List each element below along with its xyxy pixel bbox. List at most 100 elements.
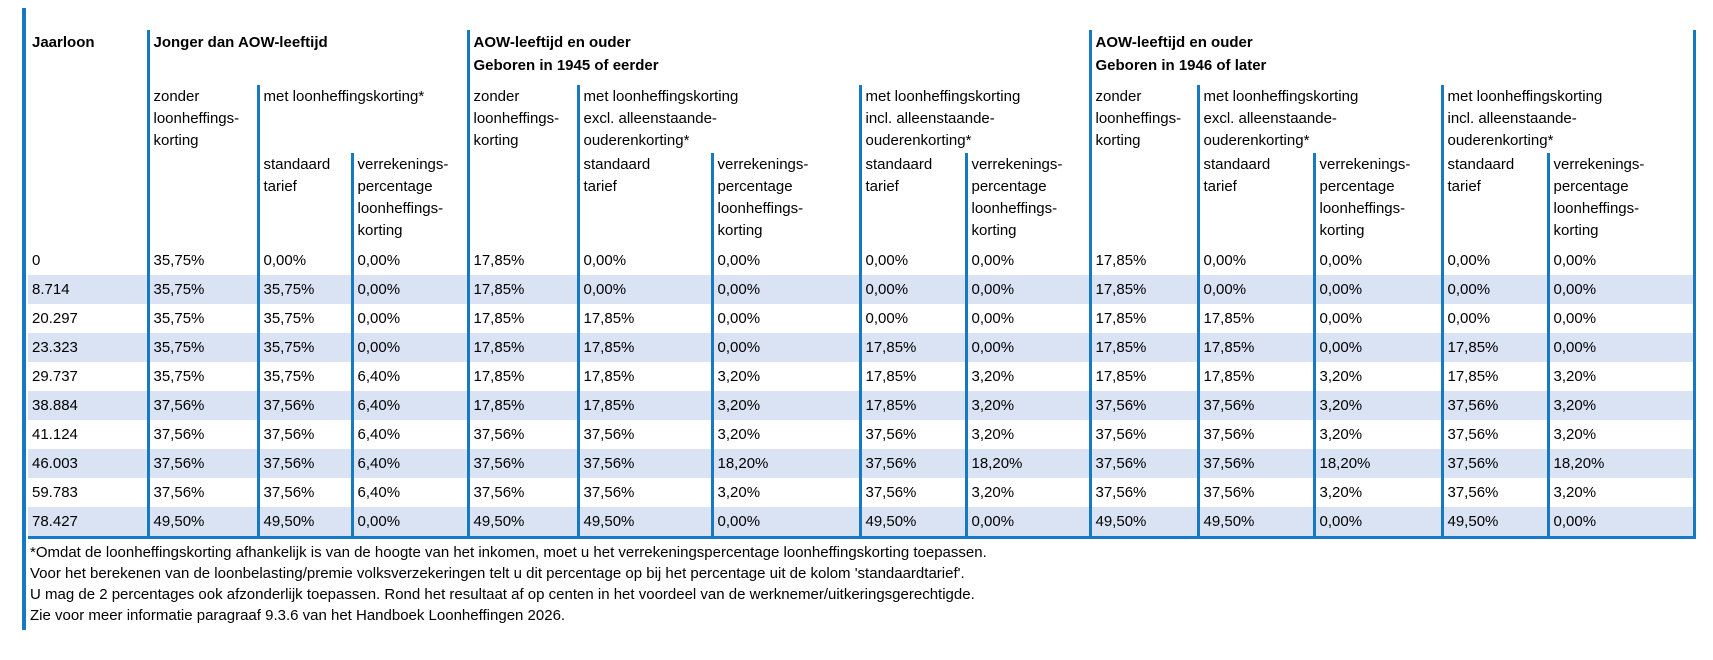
value-cell: 0,00% [858, 304, 966, 333]
value-cell: 17,85% [576, 391, 712, 420]
value-cell: 17,85% [576, 304, 712, 333]
value-cell: 37,56% [146, 478, 258, 507]
value-cell: 17,85% [576, 362, 712, 391]
value-cell: 35,75% [146, 362, 258, 391]
value-cell: 0,00% [576, 246, 712, 275]
value-cell: 0,00% [1546, 246, 1696, 275]
value-cell: 3,20% [1312, 478, 1442, 507]
value-cell: 0,00% [350, 304, 468, 333]
value-cell: 6,40% [350, 478, 468, 507]
value-cell: 17,85% [466, 333, 578, 362]
value-cell: 17,85% [466, 391, 578, 420]
value-cell: 35,75% [146, 246, 258, 275]
value-cell: 0,00% [350, 246, 468, 275]
value-cell: 0,00% [1546, 304, 1696, 333]
value-cell: 0,00% [710, 304, 860, 333]
value-cell: 0,00% [256, 246, 352, 275]
value-cell: 35,75% [146, 304, 258, 333]
met-incl-header: met loonheffingskorting incl. alleenstaa… [1440, 85, 1696, 153]
met-incl-header: met loonheffingskorting incl. alleenstaa… [858, 85, 1090, 153]
zonder-header: zonder loonheffings- korting [146, 85, 258, 153]
value-cell: 0,00% [858, 246, 966, 275]
value-cell: 0,00% [1312, 304, 1442, 333]
value-cell: 0,00% [710, 333, 860, 362]
group-header-1945: AOW-leeftijd en ouder Geboren in 1945 of… [466, 30, 1090, 85]
value-cell: 37,56% [1088, 391, 1198, 420]
empty-cell [466, 153, 578, 246]
value-cell: 18,20% [1546, 449, 1696, 478]
table-row: 41.124 37,56% 37,56% 6,40% 37,56% 37,56% 3,20%… [28, 420, 1696, 449]
standaard-header: standaard tarief [858, 153, 966, 246]
value-cell: 37,56% [146, 420, 258, 449]
value-cell: 35,75% [256, 275, 352, 304]
jaarloon-cell: 20.297 [32, 310, 78, 327]
value-cell: 37,56% [1196, 478, 1314, 507]
verrekening-header: verrekenings- percentage loonheffings- k… [710, 153, 860, 246]
value-cell: 0,00% [1440, 246, 1548, 275]
value-cell: 0,00% [964, 333, 1090, 362]
value-cell: 0,00% [964, 246, 1090, 275]
value-cell: 49,50% [858, 507, 966, 539]
value-cell: 17,85% [1440, 333, 1548, 362]
value-cell: 49,50% [146, 507, 258, 539]
value-cell: 0,00% [1546, 507, 1696, 539]
value-cell: 49,50% [1196, 507, 1314, 539]
value-cell: 17,85% [466, 246, 578, 275]
met-excl-header: met loonheffingskorting excl. alleenstaa… [576, 85, 860, 153]
group-header-1946: AOW-leeftijd en ouder Geboren in 1946 of… [1088, 30, 1696, 85]
jaarloon-header: Jaarloon [32, 34, 95, 51]
value-cell: 37,56% [466, 449, 578, 478]
empty-cell [146, 153, 258, 246]
met-excl-header: met loonheffingskorting excl. alleenstaa… [1196, 85, 1442, 153]
value-cell: 17,85% [1196, 362, 1314, 391]
value-cell: 37,56% [256, 391, 352, 420]
subheader-row-2: standaard tarief verrekenings- percentag… [28, 153, 1696, 246]
value-cell: 6,40% [350, 391, 468, 420]
value-cell: 37,56% [858, 478, 966, 507]
value-cell: 3,20% [1546, 478, 1696, 507]
value-cell: 17,85% [466, 275, 578, 304]
table-row: 38.884 37,56% 37,56% 6,40% 17,85% 17,85% 3,20%… [28, 391, 1696, 420]
zonder-header: zonder loonheffings- korting [466, 85, 578, 153]
value-cell: 37,56% [1440, 478, 1548, 507]
value-cell: 0,00% [1196, 246, 1314, 275]
value-cell: 17,85% [1088, 304, 1198, 333]
value-cell: 6,40% [350, 362, 468, 391]
value-cell: 37,56% [1440, 449, 1548, 478]
table-row: 78.427 49,50% 49,50% 0,00% 49,50% 49,50% 0,00%… [28, 507, 1696, 539]
empty-cell [1088, 153, 1198, 246]
verrekening-header: verrekenings- percentage loonheffings- k… [964, 153, 1090, 246]
value-cell: 6,40% [350, 420, 468, 449]
standaard-header: standaard tarief [1440, 153, 1548, 246]
value-cell: 0,00% [1546, 275, 1696, 304]
value-cell: 17,85% [1196, 333, 1314, 362]
value-cell: 0,00% [1312, 275, 1442, 304]
value-cell: 37,56% [466, 478, 578, 507]
value-cell: 0,00% [710, 246, 860, 275]
standaard-header: standaard tarief [1196, 153, 1314, 246]
value-cell: 17,85% [576, 333, 712, 362]
value-cell: 3,20% [1546, 391, 1696, 420]
value-cell: 37,56% [1196, 449, 1314, 478]
footnote-line: Voor het berekenen van de loonbelasting/… [30, 565, 965, 582]
value-cell: 3,20% [1312, 362, 1442, 391]
value-cell: 37,56% [256, 449, 352, 478]
value-cell: 3,20% [1546, 420, 1696, 449]
value-cell: 37,56% [576, 420, 712, 449]
value-cell: 17,85% [1088, 275, 1198, 304]
value-cell: 37,56% [576, 478, 712, 507]
value-cell: 37,56% [146, 449, 258, 478]
group-header-row: Jaarloon Jonger dan AOW-leeftijd AOW-lee… [28, 30, 1696, 85]
value-cell: 17,85% [858, 333, 966, 362]
value-cell: 37,56% [1440, 391, 1548, 420]
value-cell: 0,00% [964, 275, 1090, 304]
standaard-header: standaard tarief [576, 153, 712, 246]
table-row: 20.297 35,75% 35,75% 0,00% 17,85% 17,85% 0,00%… [28, 304, 1696, 333]
left-margin-bar [22, 8, 26, 630]
value-cell: 3,20% [964, 362, 1090, 391]
value-cell: 35,75% [256, 333, 352, 362]
value-cell: 3,20% [710, 391, 860, 420]
value-cell: 35,75% [256, 362, 352, 391]
value-cell: 49,50% [466, 507, 578, 539]
table-row: 0 35,75% 0,00% 0,00% 17,85% 0,00% 0,00% 0,00% 0,… [28, 246, 1696, 275]
